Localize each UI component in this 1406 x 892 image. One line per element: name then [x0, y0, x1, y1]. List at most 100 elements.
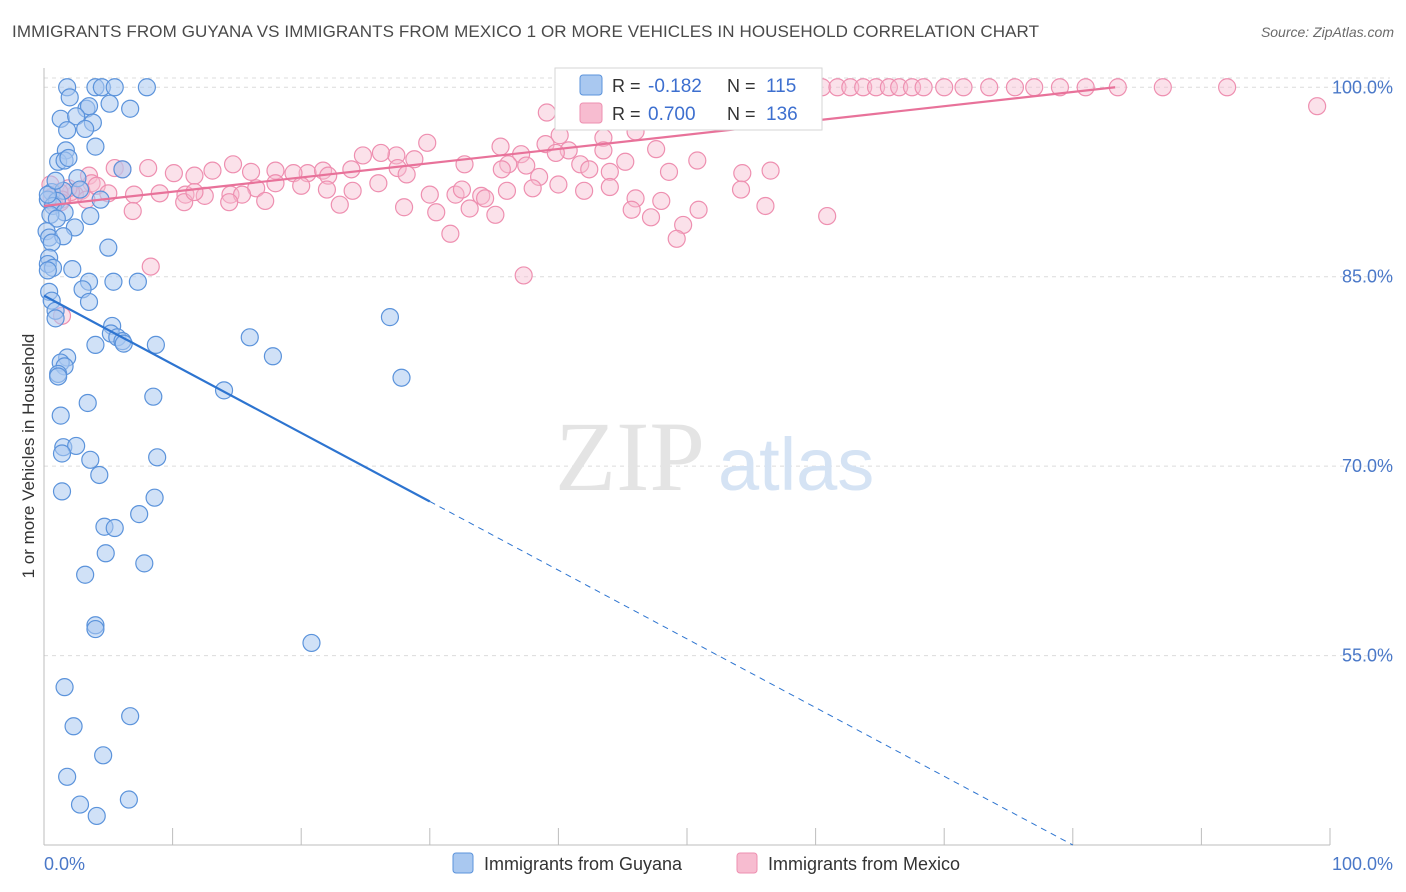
- bottom-legend-guyana-label: Immigrants from Guyana: [484, 854, 683, 874]
- tick-labels: 100.0% 85.0% 70.0% 55.0% 0.0% 100.0%: [44, 77, 1393, 874]
- point-guyana: [46, 171, 65, 190]
- point-mexico: [317, 180, 337, 199]
- point-mexico: [626, 189, 645, 208]
- point-mexico: [980, 78, 999, 97]
- point-guyana: [214, 381, 234, 400]
- point-guyana: [55, 678, 74, 697]
- point-guyana: [90, 465, 109, 485]
- point-mexico: [689, 200, 708, 219]
- point-guyana: [79, 292, 99, 312]
- legend-mexico-n-label: N =: [727, 104, 756, 124]
- point-guyana: [99, 238, 118, 257]
- legend-mexico-r-value: 0.700: [648, 104, 696, 125]
- legend-mexico-r-label: R =: [612, 104, 641, 124]
- point-guyana: [380, 308, 400, 327]
- legend-guyana-n-label: N =: [727, 76, 756, 96]
- trend-lines: [43, 86, 1116, 846]
- point-mexico: [659, 162, 679, 181]
- legend-guyana-r-label: R =: [612, 76, 641, 96]
- point-mexico: [241, 162, 261, 181]
- point-guyana: [59, 148, 78, 168]
- point-guyana: [52, 482, 72, 501]
- point-mexico: [342, 160, 361, 179]
- point-guyana: [81, 450, 100, 469]
- point-mexico: [256, 191, 275, 211]
- point-guyana: [38, 261, 57, 280]
- point-guyana: [145, 488, 164, 507]
- point-mexico: [139, 158, 158, 178]
- bottom-legend-mexico-label: Immigrants from Mexico: [768, 854, 960, 874]
- point-mexico: [460, 199, 479, 218]
- stats-legend: R = -0.182 N = 115 R = 0.700 N = 136: [554, 67, 823, 131]
- point-guyana: [52, 444, 72, 463]
- point-mexico: [371, 143, 391, 163]
- point-guyana: [60, 88, 79, 107]
- point-mexico: [223, 155, 243, 174]
- point-guyana: [47, 209, 66, 228]
- bottom-legend-mexico-swatch: [736, 852, 758, 874]
- y-tick-label: 70.0%: [1342, 456, 1393, 476]
- source-note: Source: ZipAtlas.com: [1260, 24, 1394, 40]
- point-guyana: [51, 406, 70, 425]
- chart-title: IMMIGRANTS FROM GUYANA VS IMMIGRANTS FRO…: [12, 22, 1040, 41]
- point-mexico: [866, 78, 886, 97]
- point-mexico: [761, 161, 780, 180]
- point-mexico: [537, 103, 556, 122]
- point-mexico: [1050, 78, 1070, 97]
- point-guyana: [70, 180, 90, 199]
- point-mexico: [266, 161, 285, 180]
- point-guyana: [76, 119, 95, 139]
- point-guyana: [67, 436, 86, 456]
- point-mexico: [828, 78, 847, 97]
- point-mexico: [514, 266, 533, 285]
- point-guyana: [104, 272, 123, 291]
- legend-mexico-swatch: [579, 102, 603, 124]
- point-mexico: [492, 160, 511, 179]
- point-mexico: [667, 229, 686, 248]
- point-guyana: [86, 335, 105, 354]
- point-mexico: [123, 201, 142, 221]
- point-mexico: [600, 162, 619, 181]
- point-mexico: [220, 193, 239, 212]
- point-guyana: [86, 137, 105, 156]
- y-axis-label: 1 or more Vehicles in Household: [19, 334, 38, 579]
- point-mexico: [954, 78, 973, 97]
- point-guyana: [128, 272, 147, 291]
- point-guyana: [121, 707, 140, 726]
- point-mexico: [580, 160, 599, 179]
- point-mexico: [935, 78, 954, 97]
- point-guyana: [76, 565, 95, 584]
- point-guyana: [137, 78, 156, 97]
- point-mexico: [890, 78, 909, 97]
- point-mexico: [452, 180, 472, 199]
- point-mexico: [164, 164, 183, 183]
- point-guyana: [86, 619, 105, 639]
- point-guyana: [58, 121, 77, 140]
- point-mexico: [854, 78, 873, 97]
- y-tick-label: 100.0%: [1332, 77, 1393, 97]
- trend-line-guyana-extension: [429, 501, 1074, 846]
- point-mexico: [343, 181, 362, 200]
- legend-guyana-r-value: -0.182: [648, 76, 702, 97]
- point-guyana: [94, 746, 113, 765]
- point-guyana: [144, 387, 163, 406]
- point-mexico: [185, 166, 204, 185]
- point-mexico: [1076, 78, 1095, 97]
- point-guyana: [113, 160, 132, 179]
- point-mexico: [1308, 97, 1327, 116]
- point-mexico: [427, 203, 446, 222]
- point-mexico: [571, 155, 590, 174]
- legend-guyana-swatch: [579, 74, 603, 96]
- point-mexico: [530, 167, 549, 187]
- point-guyana: [119, 790, 138, 809]
- point-guyana: [146, 335, 165, 354]
- point-mexico: [185, 182, 204, 202]
- point-mexico: [517, 156, 536, 175]
- point-mexico: [575, 181, 594, 200]
- point-guyana: [67, 107, 86, 126]
- bottom-legend-guyana-swatch: [452, 852, 474, 874]
- point-mexico: [549, 175, 568, 194]
- point-guyana: [302, 633, 321, 653]
- point-mexico: [688, 151, 707, 170]
- point-guyana: [135, 554, 154, 573]
